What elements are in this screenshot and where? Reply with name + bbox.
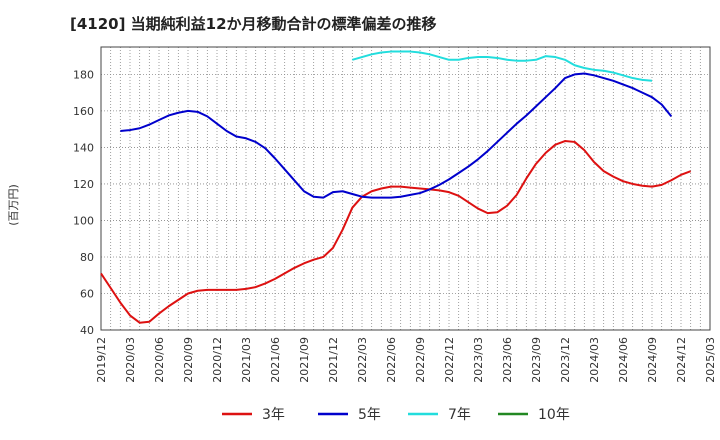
x-tick-label: 2020/03 [124,337,137,383]
x-tick-label: 2021/06 [269,337,282,383]
y-tick-label: 120 [73,178,94,191]
x-tick-label: 2024/09 [646,337,659,383]
legend-label: 10年 [538,407,570,423]
y-tick-label: 100 [73,214,94,227]
x-tick-label: 2021/12 [327,337,340,383]
y-tick-labels: 40 60 80 100 120 140 160 180 [73,68,94,337]
x-tick-label: 2024/12 [675,337,688,383]
x-tick-label: 2023/06 [501,337,514,383]
x-tick-label: 2023/12 [559,337,572,383]
legend-label: 3年 [262,407,285,423]
x-tick-labels: 2019/12 2020/03 2020/06 2020/09 2020/12 2021/… [95,337,717,383]
x-tick-label: 2023/03 [472,337,485,383]
x-tick-label: 2023/09 [530,337,543,383]
series-line-3年 [100,140,692,324]
x-tick-label: 2020/06 [153,337,166,383]
x-tick-label: 2019/12 [95,337,108,383]
y-tick-label: 140 [73,141,94,154]
x-tick-label: 2021/09 [298,337,311,383]
plot-frame [100,46,711,331]
y-tick-label: 180 [73,68,94,81]
y-tick-label: 80 [80,251,94,264]
x-tick-label: 2024/03 [588,337,601,383]
x-tick-label: 2020/12 [211,337,224,383]
legend: 3年 5年 7年 10年 [222,407,570,423]
grid [101,47,710,331]
series-layer [100,50,692,324]
x-tick-label: 2025/03 [704,337,717,383]
y-tick-label: 160 [73,105,94,118]
x-tick-label: 2022/03 [356,337,369,383]
y-axis-label: (百万円) [7,184,20,226]
x-tick-label: 2021/03 [240,337,253,383]
y-tick-label: 60 [80,287,94,300]
legend-label: 7年 [448,407,471,423]
y-tick-label: 40 [80,324,94,337]
legend-label: 5年 [358,407,381,423]
chart-title: [4120] 当期純利益12か月移動合計の標準偏差の推移 [70,15,437,33]
x-tick-label: 2024/06 [617,337,630,383]
x-tick-label: 2022/09 [414,337,427,383]
series-line-7年 [352,50,653,82]
series-line-5年 [120,72,673,199]
x-tick-label: 2022/06 [385,337,398,383]
x-tick-label: 2020/09 [182,337,195,383]
x-tick-label: 2022/12 [443,337,456,383]
